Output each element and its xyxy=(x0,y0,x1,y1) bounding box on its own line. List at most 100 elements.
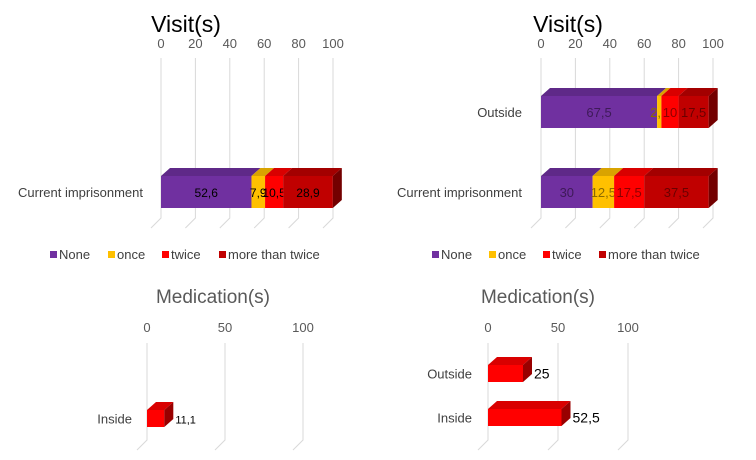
legend-label: None xyxy=(59,247,90,262)
bar-top-face xyxy=(161,168,261,176)
bar-top-face xyxy=(251,168,275,176)
x-tick-label: 100 xyxy=(322,36,344,51)
bar-side-face xyxy=(708,88,718,128)
bar-top-face xyxy=(678,88,718,96)
bar-segment xyxy=(661,96,679,128)
x-tick-label: 40 xyxy=(603,36,617,51)
bar-segment xyxy=(657,96,662,128)
category-label: Inside xyxy=(97,412,132,427)
x-tick-label: 60 xyxy=(637,36,651,51)
legend-swatch xyxy=(50,251,57,258)
legend-label: once xyxy=(117,247,145,262)
data-label: 52,6 xyxy=(195,186,219,200)
bar-segment xyxy=(283,176,333,208)
category-label: Outside xyxy=(477,105,522,120)
legend-label: twice xyxy=(552,247,582,262)
x-tick-label: 80 xyxy=(291,36,305,51)
x-tick-label: 0 xyxy=(537,36,544,51)
bar-top-face xyxy=(488,401,571,409)
data-label: 11,1 xyxy=(175,415,196,427)
legend-swatch xyxy=(219,251,226,258)
data-label: 17,5 xyxy=(681,105,706,120)
data-label: 17,5 xyxy=(616,185,641,200)
gridline xyxy=(219,58,231,229)
x-tick-label: 100 xyxy=(617,320,639,335)
x-tick-label: 20 xyxy=(188,36,202,51)
data-label: 30 xyxy=(560,185,574,200)
legend-label: twice xyxy=(171,247,201,262)
legend-label: more than twice xyxy=(228,247,320,262)
medication-chart-right: Medication(s) 0 50 100 Outside 25 Inside 52,5 xyxy=(427,287,639,451)
legend-swatch xyxy=(162,251,169,258)
bar-segment xyxy=(614,176,645,208)
bar-top-face xyxy=(283,168,342,176)
bar-segment xyxy=(147,410,165,427)
bar-segment xyxy=(488,365,523,382)
gridline xyxy=(253,58,265,229)
bar-top-face xyxy=(592,168,624,176)
bar-top-face xyxy=(541,168,602,176)
gridline xyxy=(547,343,559,451)
bar-top-face xyxy=(488,357,532,365)
bar-top-face xyxy=(147,402,174,410)
legend-label: None xyxy=(441,247,472,262)
category-label: Outside xyxy=(427,367,472,382)
x-tick-label: 100 xyxy=(702,36,724,51)
category-label: Current imprisonment xyxy=(397,185,522,200)
x-tick-label: 20 xyxy=(568,36,582,51)
chart-title: Visit(s) xyxy=(151,11,221,37)
bar-segment xyxy=(265,176,284,208)
gridline xyxy=(150,58,162,229)
bar-segment xyxy=(161,176,252,208)
data-label: 10,5 xyxy=(262,186,286,200)
bar-side-face xyxy=(164,402,174,427)
legend-swatch xyxy=(432,251,439,258)
chart-title: Medication(s) xyxy=(481,287,595,308)
x-tick-label: 50 xyxy=(218,320,232,335)
data-label: 25 xyxy=(534,366,550,382)
gridline xyxy=(617,343,629,451)
legend-swatch xyxy=(599,251,606,258)
chart-title: Medication(s) xyxy=(156,287,270,308)
x-tick-label: 40 xyxy=(223,36,237,51)
gridline xyxy=(477,343,489,451)
bar-side-face xyxy=(708,168,718,208)
bar-top-face xyxy=(614,168,654,176)
bar-side-face xyxy=(332,168,342,208)
gridline xyxy=(214,343,226,451)
data-label: 67,5 xyxy=(586,105,611,120)
x-tick-label: 0 xyxy=(484,320,491,335)
gridline xyxy=(292,343,304,451)
data-label: 37,5 xyxy=(664,185,689,200)
x-tick-label: 0 xyxy=(157,36,164,51)
bar-segment xyxy=(592,176,615,208)
bar-top-face xyxy=(657,88,671,96)
x-tick-label: 50 xyxy=(551,320,565,335)
x-tick-label: 80 xyxy=(671,36,685,51)
bar-segment xyxy=(644,176,709,208)
data-label: 52,5 xyxy=(573,410,600,426)
gridline xyxy=(288,58,300,229)
bar-segment xyxy=(541,176,593,208)
bar-segment xyxy=(541,96,658,128)
legend-label: more than twice xyxy=(608,247,700,262)
bar-top-face xyxy=(265,168,293,176)
legend-swatch xyxy=(543,251,550,258)
x-tick-label: 100 xyxy=(292,320,314,335)
legend-label: once xyxy=(498,247,526,262)
category-label: Inside xyxy=(437,411,472,426)
bar-segment xyxy=(488,409,562,426)
data-label: 7,9 xyxy=(250,186,267,200)
bar-top-face xyxy=(661,88,688,96)
x-tick-label: 60 xyxy=(257,36,271,51)
legend-swatch xyxy=(489,251,496,258)
gridline xyxy=(322,58,334,229)
bar-top-face xyxy=(644,168,718,176)
x-tick-label: 0 xyxy=(143,320,150,335)
bar-side-face xyxy=(561,401,571,426)
legend-swatch xyxy=(108,251,115,258)
category-label: Current imprisonment xyxy=(18,185,143,200)
chart-title: Visit(s) xyxy=(533,11,603,37)
